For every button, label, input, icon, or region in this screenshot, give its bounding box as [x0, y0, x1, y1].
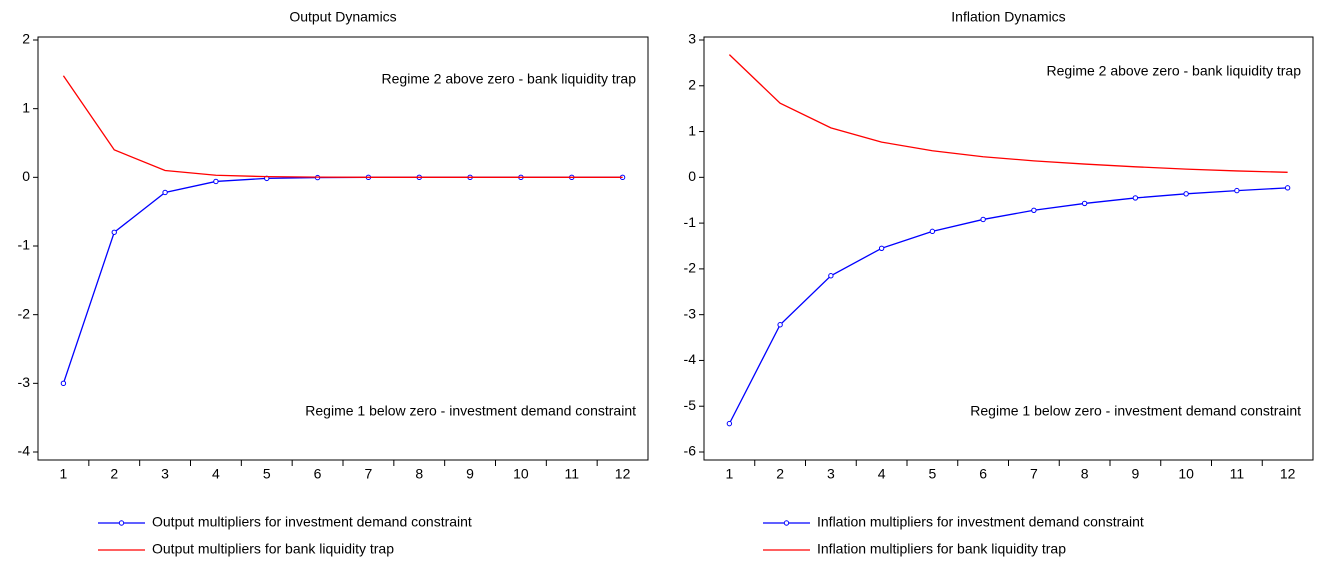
point-marker — [1284, 185, 1291, 191]
y-tick-label: -1 — [684, 214, 697, 230]
point-marker — [1081, 200, 1088, 207]
legend-label: Output multipliers for investment demand… — [152, 514, 472, 530]
point-marker — [162, 189, 168, 196]
legend-label: Output multipliers for bank liquidity tr… — [152, 541, 394, 557]
plot-frame — [37, 36, 649, 461]
x-tick-label: 7 — [1030, 466, 1038, 482]
x-tick-label: 8 — [415, 466, 423, 482]
y-tick-label: -2 — [18, 305, 31, 321]
y-tick-label: 3 — [688, 31, 696, 47]
annotation: Regime 1 below zero - investment demand … — [970, 403, 1301, 419]
plot-frame — [703, 36, 1314, 461]
y-tick-label: 1 — [22, 99, 30, 115]
x-tick-label: 6 — [314, 466, 322, 482]
annotation: Regime 2 above zero - bank liquidity tra… — [382, 71, 637, 87]
x-tick-label: 3 — [161, 466, 169, 482]
point-marker — [1031, 207, 1037, 213]
x-tick-label: 1 — [60, 466, 68, 482]
y-tick-label: -1 — [18, 237, 31, 253]
point-marker — [213, 178, 219, 185]
x-tick-label: 4 — [878, 466, 886, 482]
legend-label: Inflation multipliers for investment dem… — [817, 514, 1144, 530]
x-tick-label: 9 — [1131, 466, 1139, 482]
x-tick-label: 5 — [263, 466, 271, 482]
y-tick-label: 0 — [688, 168, 696, 184]
y-tick-label: -5 — [684, 397, 697, 413]
y-tick-label: -2 — [684, 260, 697, 276]
legend-marker — [118, 520, 125, 526]
series-line — [728, 187, 1288, 424]
point-marker — [1132, 195, 1139, 201]
y-tick-label: -6 — [684, 443, 697, 459]
x-tick-label: 10 — [1178, 466, 1194, 482]
point-marker — [111, 229, 117, 235]
x-tick-label: 2 — [110, 466, 118, 482]
y-tick-label: -4 — [18, 443, 31, 459]
y-tick-label: 2 — [22, 31, 30, 47]
x-tick-label: 12 — [615, 466, 631, 482]
y-tick-label: 0 — [22, 168, 30, 184]
legend-label: Inflation multipliers for bank liquidity… — [817, 541, 1066, 557]
series-line — [62, 176, 623, 384]
point-marker — [1183, 191, 1189, 197]
annotation: Regime 2 above zero - bank liquidity tra… — [1047, 63, 1302, 79]
series-line — [728, 54, 1288, 173]
x-tick-label: 9 — [466, 466, 474, 482]
point-marker — [828, 273, 834, 279]
x-tick-label: 12 — [1280, 466, 1296, 482]
point-marker — [1234, 187, 1240, 194]
x-tick-label: 11 — [1230, 466, 1245, 482]
y-tick-label: 2 — [688, 76, 696, 92]
point-marker — [60, 380, 67, 387]
point-marker — [878, 245, 885, 251]
x-tick-label: 10 — [513, 466, 529, 482]
chart-title: Output Dynamics — [289, 9, 396, 25]
point-marker — [929, 228, 936, 235]
x-tick-label: 7 — [365, 466, 373, 482]
x-tick-label: 8 — [1081, 466, 1089, 482]
point-marker — [777, 322, 783, 328]
legend-marker — [783, 520, 790, 526]
y-tick-label: -4 — [684, 351, 697, 367]
x-tick-label: 11 — [564, 466, 579, 482]
y-tick-label: -3 — [684, 305, 697, 321]
annotation: Regime 1 below zero - investment demand … — [305, 403, 636, 419]
series-line — [62, 75, 623, 178]
x-tick-label: 2 — [776, 466, 784, 482]
y-tick-label: 1 — [688, 122, 696, 138]
x-tick-label: 3 — [827, 466, 835, 482]
x-tick-label: 6 — [979, 466, 987, 482]
x-tick-label: 5 — [928, 466, 936, 482]
chart-title: Inflation Dynamics — [951, 9, 1065, 25]
x-tick-label: 1 — [725, 466, 733, 482]
y-tick-label: -3 — [18, 374, 31, 390]
point-marker — [726, 420, 733, 427]
x-tick-label: 4 — [212, 466, 220, 482]
point-marker — [980, 216, 986, 223]
